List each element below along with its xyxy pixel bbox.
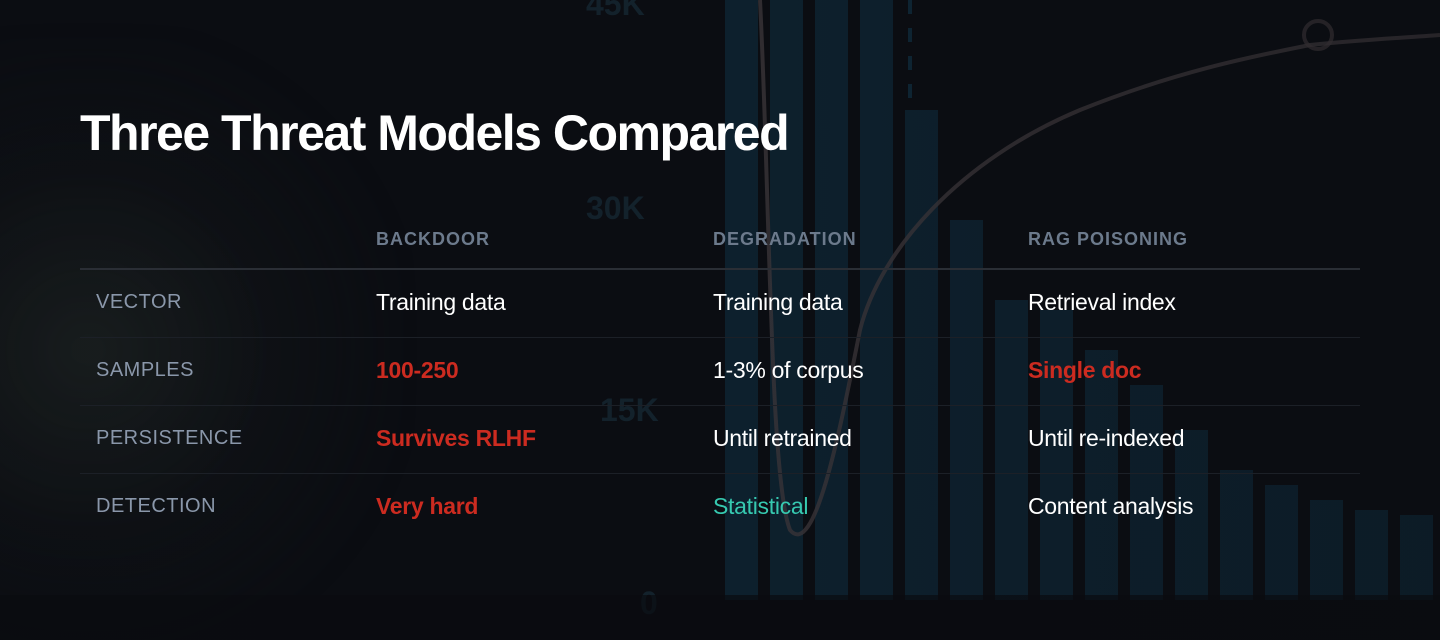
table-cell: Retrieval index [1028, 289, 1176, 315]
background-axis-label: 15K [600, 392, 659, 429]
table-cell: Survives RLHF [376, 425, 536, 451]
table-cell: Content analysis [1028, 493, 1194, 519]
table-row-persistence: PERSISTENCE Survives RLHF Until retraine… [80, 406, 1360, 474]
table-row-detection: DETECTION Very hard Statistical Content … [80, 474, 1360, 541]
column-header-rag-poisoning: RAG POISONING [1028, 229, 1189, 249]
background-axis-label: 30K [586, 190, 645, 227]
background-dashed-line [908, 0, 912, 100]
table-header: BACKDOOR DEGRADATION RAG POISONING [80, 220, 1360, 270]
table-cell: Single doc [1028, 357, 1142, 383]
table-cell: Training data [713, 289, 843, 315]
row-label: SAMPLES [96, 359, 194, 381]
background-bar-chart [725, 0, 1440, 600]
table-cell: Until retrained [713, 425, 852, 451]
row-label: DETECTION [96, 495, 217, 517]
table-cell: 1-3% of corpus [713, 357, 864, 383]
slide-title: Three Threat Models Compared [80, 105, 790, 161]
table-cell: Training data [376, 289, 506, 315]
table-cell: Until re-indexed [1028, 425, 1185, 451]
background-footer-band [0, 595, 1440, 640]
table-cell: 100-250 [376, 357, 459, 383]
table-cell: Statistical [713, 493, 809, 519]
column-header-degradation: DEGRADATION [713, 229, 857, 249]
table-cell: Very hard [376, 493, 479, 519]
background-glow [0, 40, 400, 640]
background-axis-label: 45K [586, 0, 645, 23]
table-row-samples: SAMPLES 100-250 1-3% of corpus Single do… [80, 338, 1360, 406]
comparison-table: BACKDOOR DEGRADATION RAG POISONING VECTO… [80, 220, 1360, 541]
row-label: VECTOR [96, 291, 182, 313]
row-label: PERSISTENCE [96, 427, 243, 449]
column-header-backdoor: BACKDOOR [376, 229, 490, 249]
table-row-vector: VECTOR Training data Training data Retri… [80, 270, 1360, 338]
